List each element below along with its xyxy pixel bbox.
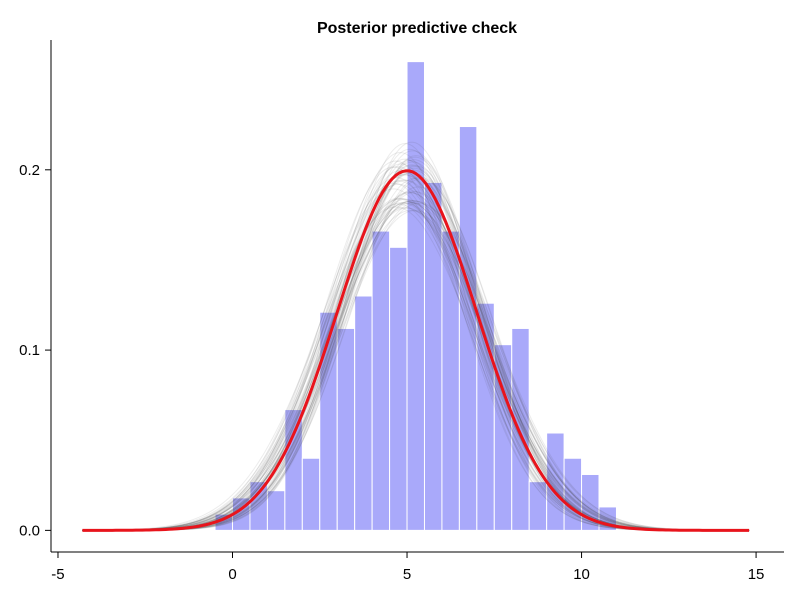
posterior-draw-line <box>82 200 750 531</box>
posterior-draw-line <box>82 201 750 531</box>
histogram-bars <box>214 61 617 531</box>
x-axis-ticks: -5 0 5 10 15 <box>51 552 764 583</box>
histogram-bar <box>371 230 391 531</box>
histogram-bar <box>336 327 356 531</box>
density-curve <box>82 169 750 532</box>
x-tick-label: -5 <box>51 566 64 583</box>
y-tick-label: 0.0 <box>19 522 40 539</box>
y-axis-ticks: 0.0 0.1 0.2 <box>19 162 51 539</box>
axes <box>50 40 784 553</box>
posterior-draw-line <box>82 207 750 531</box>
posterior-draw-line <box>82 207 750 531</box>
posterior-draw-line <box>82 210 750 531</box>
x-tick-label: 0 <box>228 566 236 583</box>
y-tick-label: 0.1 <box>19 342 40 359</box>
histogram-bar <box>406 61 425 531</box>
posterior-draw-line <box>82 200 750 531</box>
histogram-bar <box>389 246 408 531</box>
chart-title: Posterior predictive check <box>317 20 517 37</box>
x-tick-label: 5 <box>403 566 411 583</box>
posterior-draw-line <box>82 202 750 531</box>
posterior-draw-line <box>82 210 750 531</box>
y-tick-label: 0.2 <box>19 162 40 179</box>
x-tick-label: 15 <box>748 566 765 583</box>
histogram-bar <box>511 327 530 531</box>
histogram-bar <box>354 295 373 531</box>
posterior-draw-line <box>82 202 750 531</box>
density-curve-group <box>82 169 750 532</box>
x-tick-label: 10 <box>573 566 590 583</box>
histogram-bar <box>266 490 286 531</box>
histogram-bar <box>301 457 321 531</box>
posterior-draw-line <box>82 198 750 531</box>
posterior-draw-line <box>82 201 750 531</box>
